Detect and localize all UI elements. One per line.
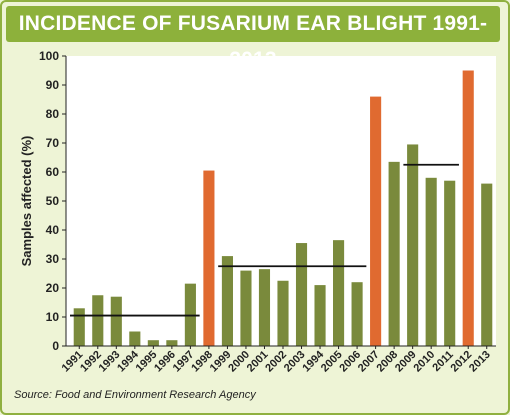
y-tick-label: 80 <box>46 107 60 121</box>
y-tick-label: 30 <box>46 252 60 266</box>
bar <box>92 295 104 346</box>
bar-peak <box>203 170 215 346</box>
x-tick-label: 2013 <box>467 349 493 375</box>
bar <box>481 183 493 346</box>
bar <box>333 240 345 346</box>
y-tick-label: 70 <box>46 136 60 150</box>
y-tick-label: 10 <box>46 310 60 324</box>
bar <box>129 331 141 346</box>
bar <box>425 177 437 346</box>
x-axis-ticks: 1991199219931994199519961997199819992000… <box>60 346 493 374</box>
y-tick-label: 100 <box>39 49 59 63</box>
bar <box>444 180 456 346</box>
reference-lines <box>70 163 459 317</box>
bar <box>110 296 122 346</box>
bar-peak <box>370 96 382 346</box>
y-tick-label: 20 <box>46 281 60 295</box>
y-axis-label-group: Samples affected (%) <box>19 136 34 267</box>
source-note: Source: Food and Environment Research Ag… <box>14 389 256 401</box>
bar <box>314 285 326 346</box>
y-tick-label: 50 <box>46 194 60 208</box>
bar <box>147 340 159 346</box>
y-tick-label: 0 <box>52 339 59 353</box>
y-axis-ticks: 0 10 20 30 40 50 60 70 80 90 100 <box>39 49 66 353</box>
bar <box>240 270 252 346</box>
bar <box>277 280 289 346</box>
bar <box>295 243 308 346</box>
bar <box>351 282 363 346</box>
bar <box>221 256 233 346</box>
y-axis-label: Samples affected (%) <box>19 136 34 267</box>
y-tick-label: 90 <box>46 78 60 92</box>
bar <box>388 161 400 346</box>
y-tick-label: 40 <box>46 223 60 237</box>
bar <box>73 308 85 346</box>
bar <box>258 269 271 346</box>
bar <box>166 340 178 346</box>
bars <box>73 70 493 346</box>
bar <box>407 144 419 346</box>
bar-peak <box>462 70 474 346</box>
y-tick-label: 60 <box>46 165 60 179</box>
